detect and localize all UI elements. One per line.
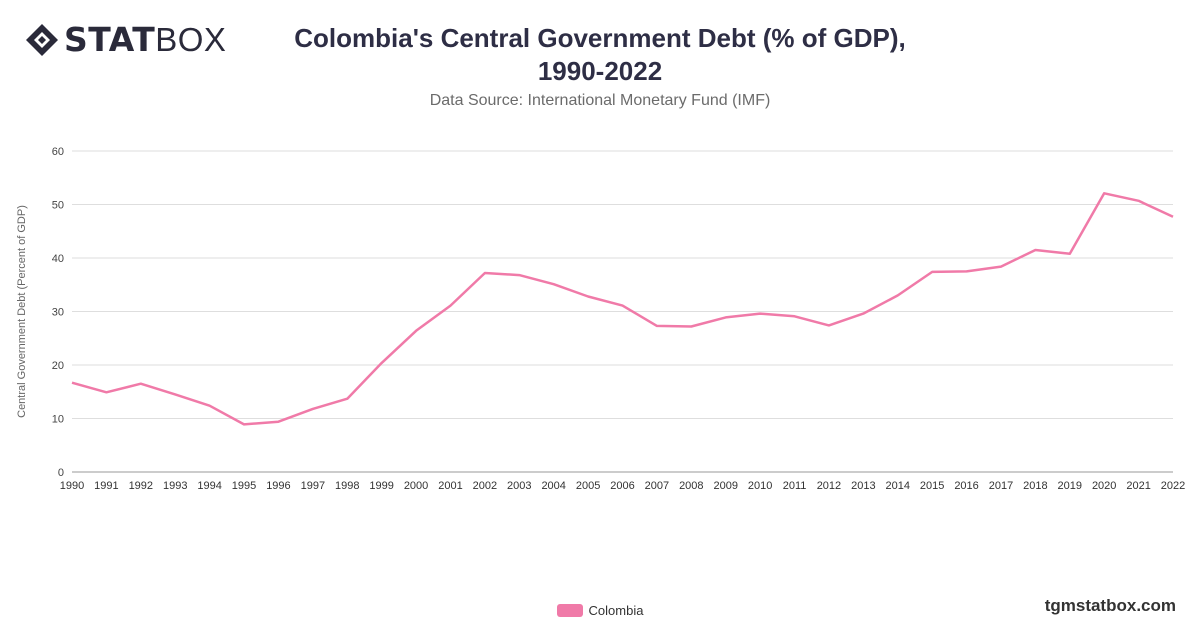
x-tick-label: 1995 xyxy=(232,480,256,492)
y-tick-label: 20 xyxy=(52,360,64,372)
x-tick-label: 2009 xyxy=(713,480,737,492)
x-axis-ticks: 1990 1991 1992 1993 1994 1995 1996 1997 1998 1999… xyxy=(60,480,1185,492)
x-tick-label: 2016 xyxy=(954,480,978,492)
x-tick-label: 1990 xyxy=(60,480,84,492)
x-tick-label: 1993 xyxy=(163,480,187,492)
y-tick-label: 10 xyxy=(52,414,64,426)
chart-subtitle: Data Source: International Monetary Fund… xyxy=(429,92,771,109)
y-tick-label: 40 xyxy=(52,253,64,265)
x-tick-label: 2005 xyxy=(576,480,600,492)
x-tick-label: 2000 xyxy=(404,480,428,492)
y-tick-label: 60 xyxy=(52,146,64,158)
x-tick-label: 2018 xyxy=(1023,480,1047,492)
x-tick-label: 1999 xyxy=(369,480,393,492)
x-tick-label: 2015 xyxy=(920,480,944,492)
legend: Colombia xyxy=(0,603,1200,618)
x-tick-label: 2021 xyxy=(1126,480,1150,492)
x-tick-label: 2022 xyxy=(1161,480,1185,492)
legend-label-colombia: Colombia xyxy=(588,603,644,618)
statbox-diamond-icon xyxy=(26,24,58,56)
x-tick-label: 2002 xyxy=(473,480,497,492)
x-tick-label: 2004 xyxy=(541,480,565,492)
x-tick-label: 2008 xyxy=(679,480,703,492)
x-tick-label: 1994 xyxy=(197,480,221,492)
x-tick-label: 2020 xyxy=(1092,480,1116,492)
x-tick-label: 2006 xyxy=(610,480,634,492)
chart-title-line1: Colombia's Central Government Debt (% of… xyxy=(294,23,906,53)
y-tick-label: 30 xyxy=(52,307,64,319)
x-tick-label: 2007 xyxy=(645,480,669,492)
x-tick-label: 1991 xyxy=(94,480,118,492)
y-tick-label: 50 xyxy=(52,200,64,212)
x-tick-label: 1992 xyxy=(129,480,153,492)
y-tick-label: 0 xyxy=(58,467,64,479)
x-tick-label: 2014 xyxy=(886,480,910,492)
x-tick-label: 2019 xyxy=(1058,480,1082,492)
statbox-logo: STATBOX xyxy=(24,20,226,60)
series-lines xyxy=(71,192,1174,426)
x-tick-label: 1997 xyxy=(301,480,325,492)
x-tick-label: 2001 xyxy=(438,480,462,492)
legend-swatch-colombia xyxy=(556,604,583,617)
chart-title-line2: 1990-2022 xyxy=(537,56,663,86)
x-tick-label: 2003 xyxy=(507,480,531,492)
series-line-colombia xyxy=(71,192,1174,426)
x-tick-label: 1996 xyxy=(266,480,290,492)
logo-text-light: BOX xyxy=(155,21,227,58)
y-axis-label: Central Government Debt (Percent of GDP) xyxy=(16,205,28,418)
y-axis-ticks: 0 10 20 30 40 50 60 xyxy=(52,146,64,479)
x-tick-label: 1998 xyxy=(335,480,359,492)
x-tick-label: 2012 xyxy=(817,480,841,492)
x-tick-label: 2010 xyxy=(748,480,772,492)
chart-title: Colombia's Central Government Debt (% of… xyxy=(250,22,950,88)
logo-text: STATBOX xyxy=(64,20,226,60)
gridlines xyxy=(72,150,1173,473)
brand-url: tgmstatbox.com xyxy=(1044,596,1176,615)
logo-text-bold: STAT xyxy=(64,20,156,59)
x-tick-label: 2011 xyxy=(783,480,807,492)
x-tick-label: 2017 xyxy=(989,480,1013,492)
x-tick-label: 2013 xyxy=(851,480,875,492)
